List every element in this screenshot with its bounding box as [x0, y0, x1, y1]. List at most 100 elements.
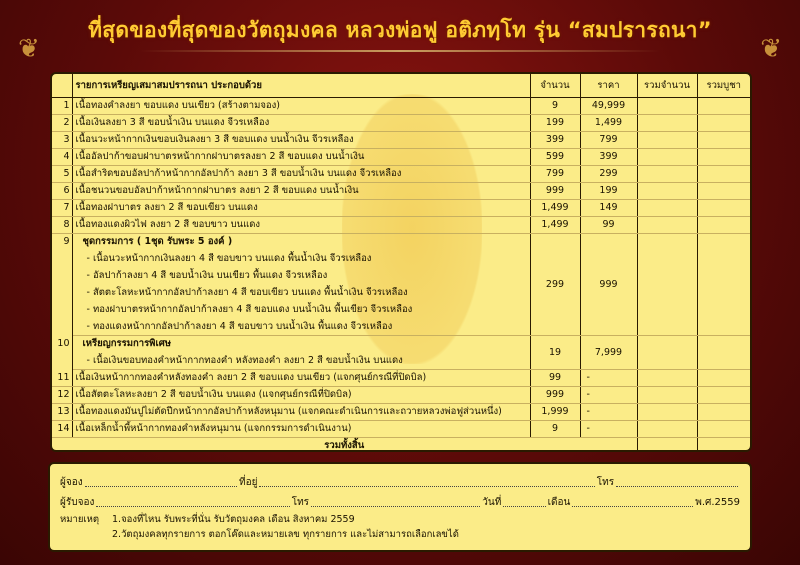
total-price-input[interactable]: [696, 386, 750, 404]
set-title: ชุดกรรมการ ( 1ชุด รับพระ 5 องค์ ): [82, 236, 233, 248]
table-row: 2 เนื้อเงินลงยา 3 สี ขอบน้ำเงิน บนแดง จีว…: [52, 114, 750, 132]
item-number: 10: [52, 335, 73, 352]
total-qty-input[interactable]: [636, 420, 697, 438]
col-items: รายการเหรียญเสมาสมปรารถนา ประกอบด้วย: [72, 74, 530, 98]
table-row: 7 เนื้อทองฝาบาตร ลงยา 2 สี ขอบเขียว บนแดง…: [52, 199, 750, 217]
total-price-input[interactable]: [696, 182, 750, 200]
total-qty-input[interactable]: [636, 114, 697, 132]
item-price: -: [579, 369, 637, 387]
total-qty-input[interactable]: [636, 199, 697, 217]
table-row: 14 เนื้อเหล็กน้ำพี้หน้ากากทองคำหลังหนุมาน…: [52, 420, 750, 438]
set-subitem-text: - อัลปาก้าลงยา 4 สี ขอบน้ำเงิน บนเขียว พ…: [86, 270, 328, 281]
set-qty: 299: [529, 233, 580, 336]
total-qty-input[interactable]: [636, 335, 697, 370]
total-qty-input[interactable]: [636, 216, 697, 234]
total-price-input[interactable]: [696, 97, 750, 115]
ornament-right-icon: ❦: [760, 34, 782, 64]
page-title: ที่สุดของที่สุดของวัตถุมงคล หลวงพ่อฟู อต…: [88, 18, 712, 42]
item-number: [52, 352, 73, 369]
set-subitem: - สัตตะโลหะหน้ากากอัลปาก้าลงยา 4 สี ขอบเ…: [52, 284, 750, 301]
tel-field[interactable]: [616, 486, 738, 487]
item-number: 4: [52, 148, 73, 166]
tel2-field[interactable]: [311, 506, 481, 507]
set-price: 999: [579, 233, 637, 336]
grand-total-qty[interactable]: [636, 437, 697, 450]
item-price: 799: [579, 131, 637, 149]
item-number: [52, 318, 73, 335]
table-header: รายการเหรียญเสมาสมปรารถนา ประกอบด้วย จำน…: [52, 74, 750, 98]
total-qty-input[interactable]: [636, 182, 697, 200]
item-number: 11: [52, 369, 73, 387]
item-description: เนื้อทองคำลงยา ขอบแดง บนเขียว (สร้างตามจ…: [72, 97, 530, 115]
total-price-input[interactable]: [696, 335, 750, 370]
set-header-row: 10 เหรียญกรรมการพิเศษ 19 7,999: [52, 335, 750, 370]
table-row: 1 เนื้อทองคำลงยา ขอบแดง บนเขียว (สร้างตาม…: [52, 97, 750, 115]
tel-label: โทร: [596, 477, 615, 488]
total-qty-input[interactable]: [636, 233, 697, 336]
booker-field[interactable]: [84, 486, 237, 487]
col-qty: จำนวน: [529, 74, 580, 98]
col-total-price: รวมบูชา: [696, 74, 750, 98]
total-price-input[interactable]: [696, 369, 750, 387]
grand-total-price[interactable]: [696, 437, 750, 450]
item-description: เนื้อทองแดงมันปูไม่ตัดปีกหน้ากากอัลปาก้า…: [72, 403, 530, 421]
total-qty-input[interactable]: [636, 403, 697, 421]
total-qty-input[interactable]: [636, 165, 697, 183]
ornament-left-icon: ❦: [18, 34, 40, 64]
item-number: 9: [52, 233, 73, 250]
total-qty-input[interactable]: [636, 131, 697, 149]
item-number: [52, 267, 73, 284]
total-price-input[interactable]: [696, 131, 750, 149]
set-header-row: 9 ชุดกรรมการ ( 1ชุด รับพระ 5 องค์ ) 299 999: [52, 233, 750, 336]
item-number: 12: [52, 386, 73, 404]
total-price-input[interactable]: [696, 165, 750, 183]
note-1: 1.จองที่ไหน รับพระที่นั่น รับวัตถุมงคล เ…: [112, 514, 355, 525]
total-price-input[interactable]: [696, 199, 750, 217]
item-number: [52, 301, 73, 318]
item-description: เนื้อเหล็กน้ำพี้หน้ากากทองคำหลังหนุมาน (…: [72, 420, 530, 438]
item-number: [52, 250, 73, 267]
total-price-input[interactable]: [696, 148, 750, 166]
item-number: 7: [52, 199, 73, 217]
set-subitem: - ทองฝาบาตรหน้ากากอัลปาก้าลงยา 4 สี ขอบแ…: [52, 301, 750, 318]
item-price: 1,499: [579, 114, 637, 132]
table-row: 4 เนื้ออัลปาก้าขอบฝาบาตรหน้ากากฝาบาตรลงยา…: [52, 148, 750, 166]
receiver-field[interactable]: [96, 506, 290, 507]
total-qty-input[interactable]: [636, 148, 697, 166]
table-row: 5 เนื้อสำริดขอบอัลปาก้าหน้ากากอัลปาก้า ลง…: [52, 165, 750, 183]
address-field[interactable]: [259, 486, 595, 487]
total-qty-input[interactable]: [636, 97, 697, 115]
order-table: รายการเหรียญเสมาสมปรารถนา ประกอบด้วย จำน…: [52, 74, 750, 450]
item-number: [52, 284, 73, 301]
table-row: 13 เนื้อทองแดงมันปูไม่ตัดปีกหน้ากากอัลปาก…: [52, 403, 750, 421]
total-qty-input[interactable]: [636, 386, 697, 404]
total-price-input[interactable]: [696, 114, 750, 132]
table-row: 3 เนื้อนวะหน้ากากเงินขอบเงินลงยา 3 สี ขอบ…: [52, 131, 750, 149]
total-qty-input[interactable]: [636, 369, 697, 387]
total-price-input[interactable]: [696, 216, 750, 234]
item-qty: 999: [529, 182, 580, 200]
total-price-input[interactable]: [696, 420, 750, 438]
item-qty: 1,499: [529, 216, 580, 234]
title-divider: [140, 50, 660, 52]
col-price: ราคา: [579, 74, 637, 98]
item-qty: 999: [529, 386, 580, 404]
note-label: หมายเหตุ: [60, 514, 100, 525]
set-subitem-text: - ทองแดงหน้ากากอัลปาก้าลงยา 4 สี ขอบขาว …: [72, 318, 530, 336]
item-price: -: [579, 403, 637, 421]
item-price: -: [579, 420, 637, 438]
item-price: 299: [579, 165, 637, 183]
month-field[interactable]: [572, 506, 694, 507]
item-qty: 9: [529, 420, 580, 438]
item-description: เนื้อสัตตะโลหะลงยา 2 สี ขอบน้ำเงิน บนแดง…: [72, 386, 530, 404]
total-price-input[interactable]: [696, 233, 750, 336]
item-price: 399: [579, 148, 637, 166]
total-price-input[interactable]: [696, 403, 750, 421]
set-subitem: - ทองแดงหน้ากากอัลปาก้าลงยา 4 สี ขอบขาว …: [52, 318, 750, 336]
table-row: 12 เนื้อสัตตะโลหะลงยา 2 สี ขอบน้ำเงิน บนแ…: [52, 386, 750, 404]
booker-label: ผู้จอง: [60, 477, 83, 488]
item-price: 149: [579, 199, 637, 217]
item-number: 1: [52, 97, 73, 115]
date-field[interactable]: [503, 506, 546, 507]
item-number: 6: [52, 182, 73, 200]
